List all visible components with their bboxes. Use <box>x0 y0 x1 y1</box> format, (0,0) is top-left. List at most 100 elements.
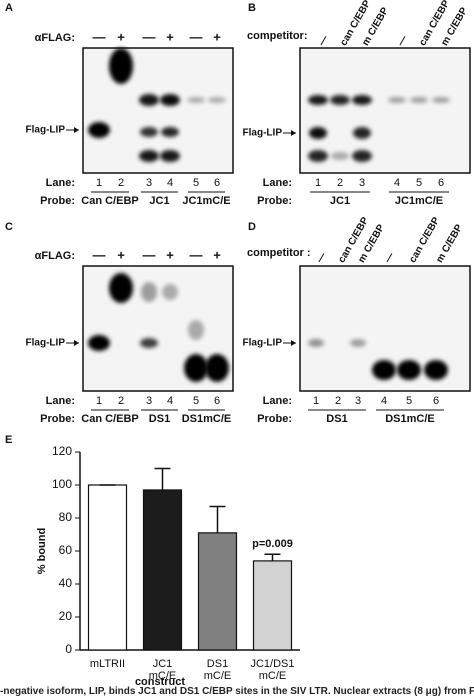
gel-band <box>308 150 328 162</box>
lane-number: 2 <box>118 177 124 189</box>
probe: Can C/EBP <box>81 413 138 425</box>
gel-band <box>139 94 159 106</box>
treatment: m C/EBP <box>434 222 465 264</box>
x-tick-label: JC1/DS1 mC/E <box>250 658 295 682</box>
gel-band <box>388 97 406 103</box>
lane-number: 4 <box>167 395 173 407</box>
gel-band <box>139 150 159 162</box>
lane-number: 1 <box>313 395 319 407</box>
gel-band <box>309 127 327 139</box>
treatment: — <box>190 247 203 262</box>
probe-title: Probe: <box>40 413 75 425</box>
lane-number: 3 <box>355 395 361 407</box>
x-axis-label: construct <box>135 676 185 688</box>
band-label: Flag-LIP <box>26 125 66 136</box>
gel-band <box>88 335 110 351</box>
y-tick-label: 80 <box>59 510 73 524</box>
lane-number: 2 <box>337 177 343 189</box>
treatment: — <box>93 247 106 262</box>
treatment: — <box>190 29 203 44</box>
lane-number: 3 <box>146 395 152 407</box>
lane-number: 5 <box>406 395 412 407</box>
probe: DS1 <box>149 413 170 425</box>
gel <box>82 47 234 174</box>
bar <box>142 489 183 651</box>
gel-band <box>330 95 350 105</box>
lane-number: 1 <box>96 395 102 407</box>
y-tick-label: 100 <box>52 477 72 491</box>
band-label: Flag-LIP <box>243 338 283 349</box>
lane-number: 4 <box>394 177 400 189</box>
lane-number: 4 <box>381 395 387 407</box>
gel-band <box>205 354 229 382</box>
panel-label: A <box>5 2 13 14</box>
lane-number: 2 <box>335 395 341 407</box>
y-tick-label: 0 <box>65 642 72 656</box>
probe-title: Probe: <box>40 195 75 207</box>
gel-band <box>160 150 180 162</box>
panel-label: D <box>248 221 256 233</box>
lane-number: 1 <box>96 177 102 189</box>
treatment: + <box>213 29 221 44</box>
treatment: + <box>166 29 174 44</box>
lane-number: 6 <box>214 177 220 189</box>
gel-band <box>88 122 110 138</box>
bar <box>252 560 293 651</box>
error-bar <box>154 467 171 490</box>
treatment: — <box>316 34 331 48</box>
gel-band <box>184 354 208 382</box>
gel-band <box>350 339 366 347</box>
gel-band <box>141 282 157 302</box>
gel-band <box>208 97 226 103</box>
gel-band <box>160 94 180 106</box>
probe: JC1 <box>330 195 350 207</box>
lane-number: 6 <box>214 395 220 407</box>
lane-title: Lane: <box>263 395 292 407</box>
y-axis-label: % bound <box>36 528 48 574</box>
probe: DS1mC/E <box>385 413 435 425</box>
lane-number: 6 <box>433 395 439 407</box>
gel-band <box>308 339 324 347</box>
probe: Can C/EBP <box>81 195 138 207</box>
gel-band <box>331 152 349 160</box>
probe: DS1 <box>326 413 347 425</box>
probe: JC1mC/E <box>182 195 230 207</box>
arrow-head <box>74 127 79 133</box>
treatment-label: αFLAG: <box>35 250 75 262</box>
error-bar <box>264 553 281 561</box>
gel-band <box>353 127 371 139</box>
treatment: + <box>117 247 125 262</box>
gel-band <box>372 360 396 380</box>
treatment-label: αFLAG: <box>35 32 75 44</box>
error-bar <box>209 505 226 533</box>
arrow-head <box>291 130 296 136</box>
gel-band <box>161 127 179 137</box>
gel-band <box>410 97 428 103</box>
y-tick-label: 20 <box>59 609 73 623</box>
panel-label: C <box>5 221 13 233</box>
treatment: — <box>382 251 397 265</box>
gel-band <box>140 338 158 348</box>
gel-band <box>432 97 450 103</box>
gel-band <box>308 95 328 105</box>
gel-band <box>109 273 133 303</box>
treatment-label: competitor : <box>247 247 311 259</box>
lane-number: 3 <box>146 177 152 189</box>
gel-band <box>140 127 158 137</box>
lane-number: 5 <box>416 177 422 189</box>
lane-number: 6 <box>438 177 444 189</box>
gel-band <box>162 284 178 300</box>
lane-title: Lane: <box>263 177 292 189</box>
gel-band <box>188 320 204 340</box>
probe-title: Probe: <box>257 413 292 425</box>
gel-band <box>352 95 372 105</box>
probe-title: Probe: <box>257 195 292 207</box>
x-tick-label: mLTRII <box>89 658 126 670</box>
probe: JC1 <box>149 195 169 207</box>
band-label: Flag-LIP <box>26 338 66 349</box>
lane-title: Lane: <box>46 395 75 407</box>
treatment-label: competitor: <box>247 30 308 42</box>
x-tick-label: JC1 mC/E <box>148 658 177 682</box>
